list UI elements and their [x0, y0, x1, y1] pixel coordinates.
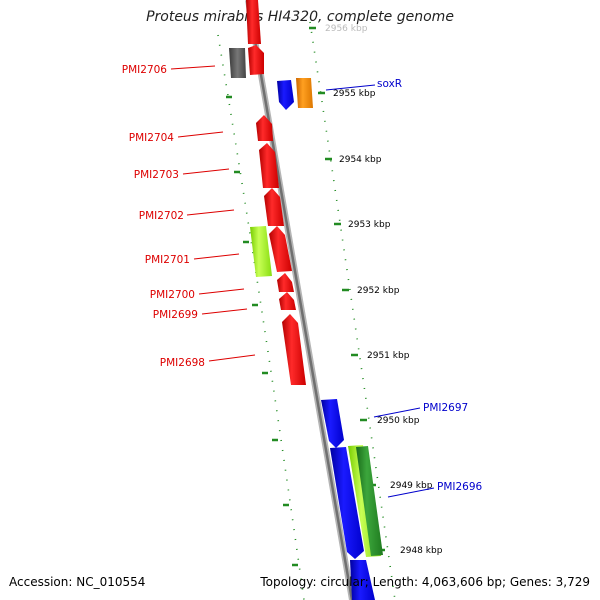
leader-line: [373, 407, 421, 418]
gene-label-left[interactable]: PMI2702: [139, 210, 184, 222]
gene-pmi2699[interactable]: [279, 292, 296, 310]
gene-pmi2703[interactable]: [259, 143, 279, 188]
gene-pmi2701[interactable]: [269, 226, 292, 272]
gene-label-left[interactable]: PMI2703: [134, 169, 179, 181]
gene-red[interactable]: [246, 0, 261, 44]
leader-line: [177, 131, 224, 138]
gene-gray[interactable]: [229, 48, 246, 78]
genome-backbone-core: [246, 0, 354, 600]
scale-label: 2948 kbp: [400, 546, 443, 556]
genome-summary: Topology: circular; Length: 4,063,606 bp…: [260, 575, 590, 589]
gene-blue[interactable]: [350, 560, 375, 600]
gene-label-left[interactable]: PMI2704: [129, 132, 175, 144]
tick-arc-right: [309, 21, 396, 600]
gene-label-right[interactable]: PMI2697: [423, 402, 468, 414]
scale-label: 2955 kbp: [333, 89, 376, 99]
gene-pmi2702[interactable]: [264, 188, 284, 226]
scale-label: 2952 kbp: [357, 286, 400, 296]
scale-label: 2951 kbp: [367, 351, 410, 361]
genes-outer: [277, 78, 383, 600]
gene-pmi2696[interactable]: [330, 447, 364, 559]
gene-label-right[interactable]: soxR: [377, 78, 402, 90]
scale-label: 2954 kbp: [339, 155, 382, 165]
gene-pmi2700[interactable]: [277, 273, 294, 292]
accession-label: Accession: NC_010554: [9, 575, 146, 589]
leader-line: [201, 308, 248, 315]
gene-label-left[interactable]: PMI2706: [122, 64, 168, 76]
gene-blue[interactable]: [277, 80, 294, 110]
leader-line: [325, 84, 376, 91]
gene-label-left[interactable]: PMI2701: [145, 254, 190, 266]
map-title: Proteus mirabilis HI4320, complete genom…: [146, 9, 454, 25]
scale-label: 2949 kbp: [390, 481, 433, 491]
gene-label-left[interactable]: PMI2699: [153, 309, 198, 321]
leader-line: [387, 487, 435, 498]
gene-pmi2706[interactable]: [248, 45, 264, 75]
gene-pmi2704[interactable]: [256, 115, 273, 141]
gene-soxr[interactable]: [296, 78, 313, 108]
gene-pmi2698[interactable]: [282, 314, 306, 385]
leader-line: [182, 168, 230, 175]
leader-line: [170, 65, 216, 70]
gene-label-left[interactable]: PMI2698: [160, 357, 205, 369]
leader-line: [193, 253, 240, 260]
scale-label: 2956 kbp: [325, 24, 368, 34]
gene-label-left[interactable]: PMI2700: [150, 289, 195, 301]
gene-darkgreen[interactable]: [356, 446, 383, 556]
gene-label-right[interactable]: PMI2696: [437, 481, 483, 493]
leader-line: [208, 354, 256, 362]
gene-pmi2697[interactable]: [321, 399, 344, 448]
scale-label: 2950 kbp: [377, 416, 420, 426]
scale-label: 2953 kbp: [348, 220, 391, 230]
gene-lightgreen[interactable]: [250, 226, 272, 277]
genes-inner: [229, 0, 306, 385]
leader-line: [198, 288, 245, 295]
leader-line: [186, 209, 235, 216]
